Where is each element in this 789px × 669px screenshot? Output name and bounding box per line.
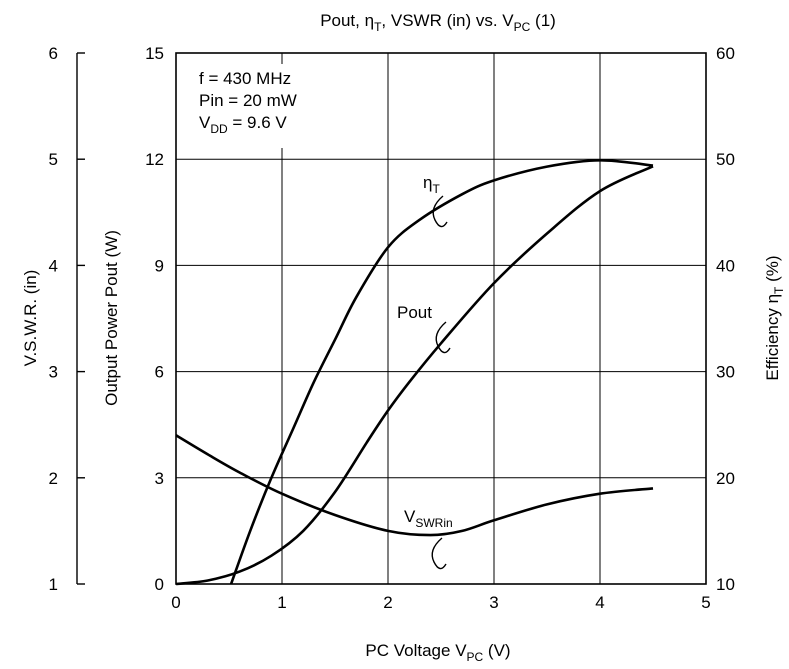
x-tick-label: 1 <box>277 593 286 612</box>
efficiency-tick-label: 20 <box>716 469 735 488</box>
efficiency-axis-label-end: (%) <box>763 255 782 286</box>
pout-tick-label: 12 <box>145 150 164 169</box>
x-tick-label: 0 <box>171 593 180 612</box>
condition-input-power: Pin = 20 mW <box>199 91 297 110</box>
pout-axis: 0 3 6 9 12 15 <box>145 44 164 594</box>
chart-title-mid: , VSWR (in) vs. V <box>381 11 514 30</box>
vswr-axis-label: V.S.W.R. (in) <box>21 270 40 367</box>
vswr-axis: 1 2 3 4 5 6 <box>49 44 85 594</box>
series-label-efficiency-main: η <box>423 173 432 192</box>
efficiency-axis: 10 20 30 40 50 60 <box>716 44 735 594</box>
efficiency-axis-label-main: Efficiency η <box>763 294 782 381</box>
efficiency-tick-label: 40 <box>716 256 735 275</box>
pout-tick-label: 9 <box>155 256 164 275</box>
conditions-background <box>196 64 346 148</box>
efficiency-tick-label: 60 <box>716 44 735 63</box>
pout-label-marker <box>435 321 451 354</box>
series-line-pout <box>175 165 654 586</box>
condition-supply-voltage-sub: DD <box>210 122 228 136</box>
x-tick-label: 5 <box>701 593 710 612</box>
efficiency-axis-label: Efficiency ηT (%) <box>763 255 786 380</box>
condition-supply-voltage-main: V <box>199 113 211 132</box>
series-label-vswr-sub: SWRin <box>415 516 452 530</box>
x-tick-label: 3 <box>489 593 498 612</box>
vswr-tick-label: 4 <box>49 256 58 275</box>
condition-supply-voltage-end: = 9.6 V <box>228 113 288 132</box>
series-label-efficiency-sub: T <box>432 182 440 196</box>
chart-title-main: Pout, η <box>320 11 374 30</box>
efficiency-tick-label: 50 <box>716 150 735 169</box>
plot-frame <box>175 52 707 585</box>
condition-supply-voltage: VDD = 9.6 V <box>199 113 287 136</box>
series-label-vswr-main: V <box>404 507 416 526</box>
vswr-tick-label: 3 <box>49 363 58 382</box>
x-axis-label-sub: PC <box>467 650 484 664</box>
series-label-pout: Pout <box>397 303 432 322</box>
condition-frequency: f = 430 MHz <box>199 69 291 88</box>
vswr-tick-label: 6 <box>49 44 58 63</box>
chart-title-sub1: T <box>374 20 382 34</box>
x-axis-label-main: PC Voltage V <box>365 641 467 660</box>
pout-tick-label: 3 <box>155 469 164 488</box>
series-label-efficiency: ηT <box>423 173 440 196</box>
grid-lines <box>176 53 706 584</box>
efficiency-axis-label-sub: T <box>772 286 786 294</box>
pout-tick-label: 0 <box>155 575 164 594</box>
series-line-vswr <box>175 434 654 537</box>
x-axis: 0 1 2 3 4 5 <box>171 593 710 612</box>
pout-axis-label: Output Power Pout (W) <box>102 230 121 406</box>
x-tick-label: 2 <box>383 593 392 612</box>
vswr-tick-label: 1 <box>49 575 58 594</box>
vswr-tick-label: 5 <box>49 150 58 169</box>
series-line-efficiency <box>229 158 654 585</box>
chart-title: Pout, ηT, VSWR (in) vs. VPC (1) <box>320 11 556 34</box>
pout-tick-label: 15 <box>145 44 164 63</box>
pout-tick-label: 6 <box>155 363 164 382</box>
vswr-label-marker <box>431 537 447 570</box>
chart-title-sub2: PC <box>514 20 531 34</box>
series-label-vswr: VSWRin <box>404 507 453 530</box>
efficiency-tick-label: 30 <box>716 363 735 382</box>
efficiency-label-marker <box>432 195 448 228</box>
x-axis-label: PC Voltage VPC (V) <box>365 641 510 664</box>
vswr-tick-label: 2 <box>49 469 58 488</box>
chart-title-end: (1) <box>530 11 556 30</box>
efficiency-tick-label: 10 <box>716 575 735 594</box>
x-tick-label: 4 <box>595 593 604 612</box>
x-axis-label-end: (V) <box>483 641 510 660</box>
